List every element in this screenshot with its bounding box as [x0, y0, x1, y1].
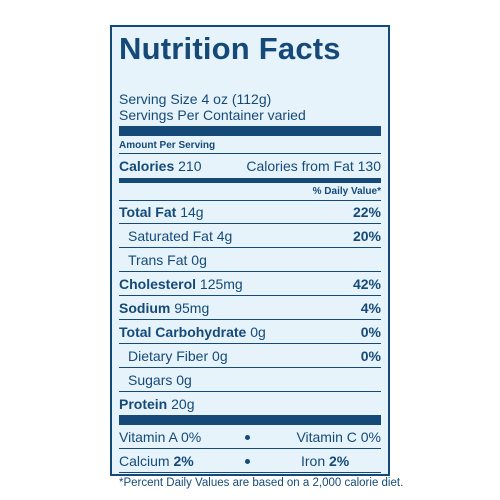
- bullet-icon: [245, 459, 250, 464]
- bullet-icon: [245, 435, 250, 440]
- nutrient-dv: 0%: [360, 324, 381, 340]
- vitamin-label: Vitamin A: [119, 429, 178, 445]
- nutrient-dv: 4%: [360, 300, 381, 316]
- nutrient-amount: 14g: [180, 204, 204, 220]
- vitamin-row: Calcium 2% Iron 2%: [119, 453, 381, 473]
- nutrient-label: Saturated Fat: [128, 228, 213, 244]
- divider: [119, 247, 381, 248]
- daily-value-header: % Daily Value*: [312, 186, 381, 197]
- footnote: *Percent Daily Values are based on a 2,0…: [119, 477, 404, 489]
- vitamin-value: 0%: [360, 429, 381, 445]
- calories-from-fat: Calories from Fat 130: [246, 158, 381, 174]
- nutrient-amount: 20g: [171, 396, 195, 412]
- calories-value: 210: [178, 158, 202, 174]
- nutrient-label: Protein: [119, 396, 168, 412]
- nutrient-row-sugars: Sugars 0g: [119, 372, 381, 392]
- divider: [119, 319, 381, 320]
- nutrient-row-cholesterol: Cholesterol 125mg 42%: [119, 276, 381, 296]
- vitamin-row: Vitamin A 0% Vitamin C 0%: [119, 429, 381, 449]
- thick-divider: [119, 415, 381, 425]
- nutrient-dv: 20%: [352, 228, 381, 244]
- nutrient-amount: 0g: [191, 252, 207, 268]
- nutrient-amount: 0g: [212, 348, 228, 364]
- serving-size: Serving Size 4 oz (112g): [119, 91, 272, 107]
- divider: [119, 343, 381, 344]
- nutrient-row-trans-fat: Trans Fat 0g: [119, 252, 381, 272]
- divider: [119, 200, 381, 201]
- servings-per-container: Servings Per Container varied: [119, 107, 306, 123]
- nutrient-label: Sodium: [119, 300, 171, 316]
- nutrient-row-dietary-fiber: Dietary Fiber 0g 0%: [119, 348, 381, 368]
- nutrient-row-saturated-fat: Saturated Fat 4g 20%: [119, 228, 381, 248]
- divider: [119, 295, 381, 296]
- vitamin-label: Iron: [301, 453, 326, 469]
- nutrient-dv: 42%: [352, 276, 381, 292]
- nutrient-amount: 0g: [250, 324, 266, 340]
- nutrient-amount: 0g: [176, 372, 192, 388]
- calories-row: Calories 210 Calories from Fat 130: [119, 158, 381, 178]
- calories-label: Calories: [119, 158, 175, 174]
- thick-divider: [119, 126, 381, 136]
- nutrient-dv: 0%: [360, 348, 381, 364]
- nutrient-label: Dietary Fiber: [128, 348, 209, 364]
- nutrient-row-protein: Protein 20g: [119, 396, 381, 416]
- vitamin-label: Calcium: [119, 453, 170, 469]
- nutrient-dv: 22%: [352, 204, 381, 220]
- nutrition-facts-label: Nutrition Facts Serving Size 4 oz (112g)…: [110, 25, 403, 489]
- label-title: Nutrition Facts: [119, 31, 341, 66]
- nutrient-label: Total Carbohydrate: [119, 324, 247, 340]
- divider: [119, 153, 381, 154]
- nutrient-label: Total Fat: [119, 204, 177, 220]
- nutrient-label: Cholesterol: [119, 276, 197, 292]
- divider: [119, 391, 381, 392]
- divider: [119, 223, 381, 224]
- nutrient-row-total-carbohydrate: Total Carbohydrate 0g 0%: [119, 324, 381, 344]
- medium-divider: [119, 178, 381, 183]
- nutrient-label: Sugars: [128, 372, 173, 388]
- divider: [119, 271, 381, 272]
- vitamin-value: 0%: [181, 429, 202, 445]
- divider: [119, 448, 381, 449]
- divider: [119, 367, 381, 368]
- nutrient-amount: 4g: [216, 228, 233, 244]
- vitamin-label: Vitamin C: [296, 429, 357, 445]
- nutrient-row-sodium: Sodium 95mg 4%: [119, 300, 381, 320]
- amount-per-serving: Amount Per Serving: [119, 140, 216, 151]
- vitamin-value: 2%: [173, 453, 194, 469]
- divider: [119, 472, 381, 473]
- nutrient-row-total-fat: Total Fat 14g 22%: [119, 204, 381, 224]
- nutrient-amount: 125mg: [199, 276, 243, 292]
- nutrient-label: Trans Fat: [128, 252, 188, 268]
- vitamin-value: 2%: [329, 453, 350, 469]
- nutrient-amount: 95mg: [174, 300, 210, 316]
